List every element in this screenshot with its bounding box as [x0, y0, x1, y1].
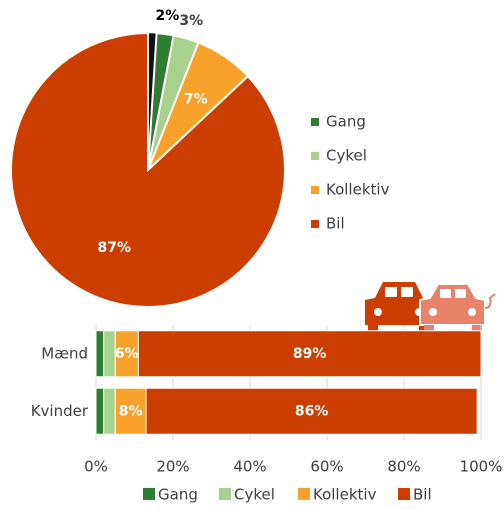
bar-segment [114, 387, 147, 435]
legend-label: Bil [413, 486, 432, 504]
legend-swatch [143, 488, 155, 500]
data-label: 6% [115, 346, 139, 362]
legend-swatch [298, 488, 310, 500]
y-tick-label: Mænd [41, 344, 88, 362]
legend-label: Cykel [234, 486, 275, 504]
x-tick-label: 60% [310, 458, 343, 476]
y-tick-label: Kvinder [31, 402, 89, 420]
x-tick-label: 80% [387, 458, 420, 476]
legend-swatch [311, 152, 319, 160]
x-tick-label: 0% [84, 458, 108, 476]
legend-swatch [398, 488, 410, 500]
car-icon [365, 282, 496, 331]
legend-label: Kollektiv [326, 181, 390, 199]
data-label: 2% [156, 8, 180, 24]
legend-swatch [219, 488, 231, 500]
data-label: 89% [293, 346, 327, 362]
x-tick-label: 100% [460, 458, 503, 476]
legend-label: Bil [326, 215, 345, 233]
bar-segment [137, 330, 482, 378]
x-tick-label: 20% [156, 458, 189, 476]
pie-slice [10, 31, 286, 308]
bar-segment [145, 387, 478, 435]
data-label: 3% [179, 13, 203, 29]
data-label: 7% [184, 92, 208, 108]
legend-swatch [311, 186, 319, 194]
bar-segment [95, 387, 105, 435]
bar-segment [95, 330, 105, 378]
legend-label: Kollektiv [313, 486, 377, 504]
legend-label: Gang [326, 113, 366, 131]
legend-label: Cykel [326, 147, 367, 165]
data-label: 86% [295, 403, 329, 419]
bar-segment [103, 330, 116, 378]
legend-swatch [311, 220, 319, 228]
legend-label: Gang [158, 486, 198, 504]
data-label: 8% [119, 403, 143, 419]
x-tick-label: 40% [233, 458, 266, 476]
data-label: 87% [98, 240, 132, 256]
bar-segment [103, 387, 116, 435]
legend-swatch [311, 118, 319, 126]
